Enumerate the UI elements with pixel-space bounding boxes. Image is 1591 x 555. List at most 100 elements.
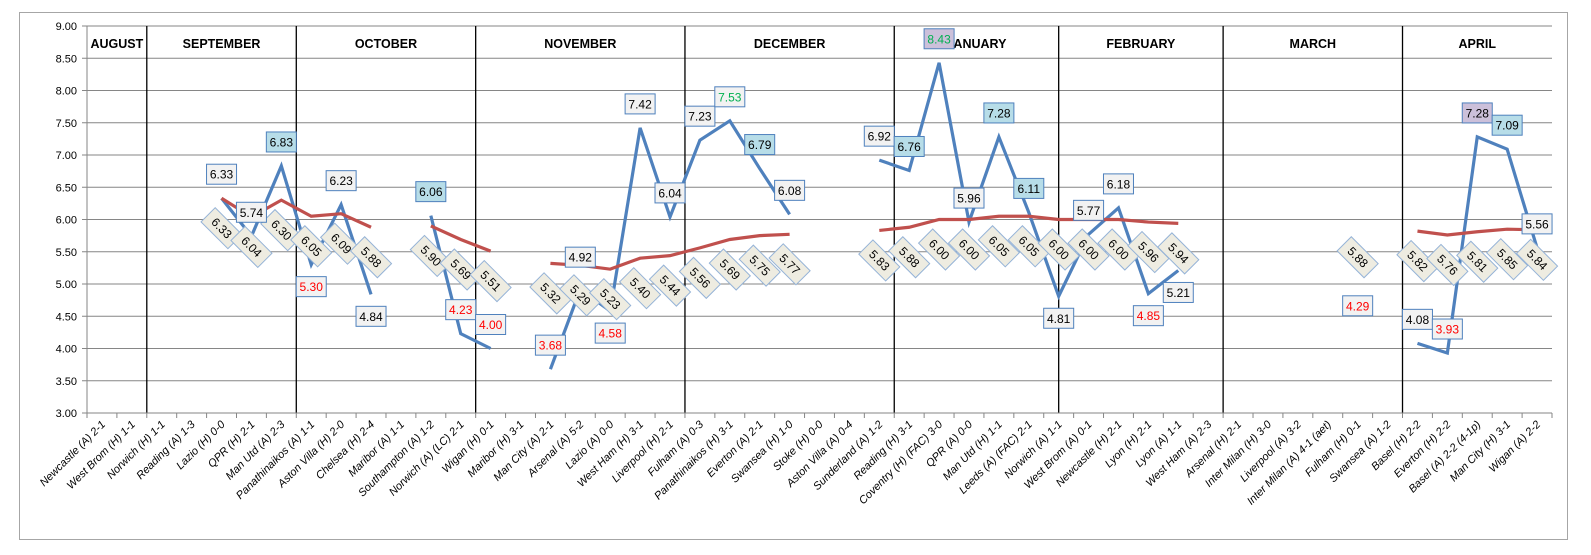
rating-label-box	[1043, 307, 1075, 329]
average-label-box	[1097, 228, 1140, 271]
average-data-label: 5.96	[1127, 230, 1170, 274]
rating-label-value: 6.23	[329, 174, 353, 188]
average-label-box	[1127, 230, 1170, 274]
rating-label-value: 5.56	[1525, 217, 1549, 231]
rating-label-value: 6.04	[658, 186, 682, 200]
average-label-box	[1485, 237, 1529, 281]
y-tick-label: 6.50	[56, 182, 77, 194]
rating-label-box	[1491, 114, 1523, 136]
y-tick-label: 9.00	[56, 21, 77, 33]
rating-label-box	[983, 102, 1015, 124]
rating-label-box	[624, 93, 656, 115]
rating-label-value: 6.79	[748, 138, 772, 152]
rating-label-value: 4.00	[479, 318, 503, 332]
y-tick-label: 7.00	[56, 150, 77, 162]
y-tick-label: 8.50	[56, 53, 77, 65]
rating-label-value: 4.85	[1137, 309, 1161, 323]
rating-label-value: 7.42	[628, 97, 652, 111]
data-labels: 6.336.046.306.05 6.095.88 5.905.69 5.51 5.32…	[200, 28, 1559, 356]
average-label-box	[1456, 240, 1499, 283]
rating-label-value: 5.77	[1077, 204, 1101, 218]
rating-label-box	[534, 334, 566, 356]
average-label-box	[947, 228, 991, 271]
rating-label-value: 4.08	[1406, 313, 1430, 327]
y-tick-label: 4.00	[56, 344, 77, 356]
rating-label-value: 5.21	[1167, 286, 1191, 300]
y-tick-label: 3.00	[56, 408, 77, 420]
rating-label-value: 7.23	[688, 110, 712, 124]
average-label-box	[1037, 228, 1080, 271]
average-label-box	[887, 236, 931, 279]
month-label: JANUARY	[946, 37, 1007, 51]
average-label-box	[439, 248, 482, 291]
rating-label-box	[206, 163, 238, 185]
rating-label-value: 7.09	[1495, 119, 1519, 133]
average-label-box	[290, 225, 333, 268]
rating-label-value: 7.28	[1466, 106, 1490, 120]
y-tick-label: 3.50	[56, 376, 77, 388]
average-label-box	[230, 225, 273, 269]
average-label-box	[589, 277, 632, 321]
average-label-box	[1336, 236, 1379, 279]
average-data-label: 6.05	[290, 225, 333, 268]
average-label-box	[1157, 232, 1200, 275]
rating-label-box	[893, 135, 925, 157]
rating-label-value: 3.93	[1436, 323, 1460, 337]
rating-label-value: 6.06	[419, 185, 443, 199]
average-label-box	[409, 234, 453, 278]
average-data-label: 5.29	[559, 274, 602, 317]
rating-label-value: 6.76	[898, 140, 922, 154]
rating-label-box	[1461, 102, 1493, 124]
rating-label-value: 6.18	[1107, 177, 1131, 191]
month-label: OCTOBER	[355, 37, 417, 51]
rating-label-box	[295, 276, 327, 298]
rating-label-box	[654, 182, 686, 204]
rating-label-value: 6.83	[270, 135, 294, 149]
rating-label-value: 6.92	[868, 130, 892, 144]
rating-label-box	[953, 187, 985, 209]
rating-label-box	[1431, 318, 1463, 340]
rating-line	[1416, 134, 1539, 356]
rating-label-value: 5.74	[240, 206, 264, 220]
month-label: NOVEMBER	[544, 37, 616, 51]
average-line	[1417, 227, 1538, 237]
rating-label-box	[564, 246, 596, 268]
average-label-box	[708, 248, 752, 291]
average-line	[879, 214, 1179, 233]
average-label-box	[977, 225, 1021, 268]
rating-label-box	[325, 170, 357, 192]
rating-label-box	[1521, 213, 1553, 235]
rating-label-box	[1073, 199, 1105, 221]
average-label-box	[1515, 238, 1559, 282]
rating-label-box	[445, 299, 477, 321]
rating-label-value: 4.58	[599, 327, 623, 341]
rating-label-value: 5.96	[957, 192, 981, 206]
y-tick-label: 8.00	[56, 86, 77, 98]
rating-label-box	[235, 201, 267, 223]
rating-label-value: 4.23	[449, 303, 473, 317]
rating-line	[878, 62, 1180, 301]
y-tick-label: 7.50	[56, 118, 77, 130]
average-label-box	[738, 244, 781, 287]
rating-label-box	[774, 179, 806, 201]
average-label-box	[1067, 228, 1110, 271]
average-label-box	[1007, 225, 1050, 268]
rating-label-value: 7.28	[987, 106, 1011, 120]
average-label-box	[917, 228, 961, 271]
average-label-box	[1426, 243, 1469, 287]
average-data-label: 5.88	[887, 236, 931, 279]
average-label-box	[678, 256, 722, 300]
average-label-box	[858, 239, 901, 282]
average-label-box	[349, 236, 393, 279]
month-label: DECEMBER	[754, 37, 826, 51]
average-label-box	[529, 272, 572, 315]
average-label-box	[559, 274, 602, 317]
rating-label-box	[594, 322, 626, 344]
month-label: APRIL	[1459, 37, 1497, 51]
rating-label-value: 7.53	[718, 90, 742, 104]
rating-label-box	[415, 181, 447, 203]
rating-label-value: 3.68	[539, 339, 563, 353]
rating-label-value: 4.92	[569, 251, 593, 265]
rating-label-box	[265, 131, 297, 153]
